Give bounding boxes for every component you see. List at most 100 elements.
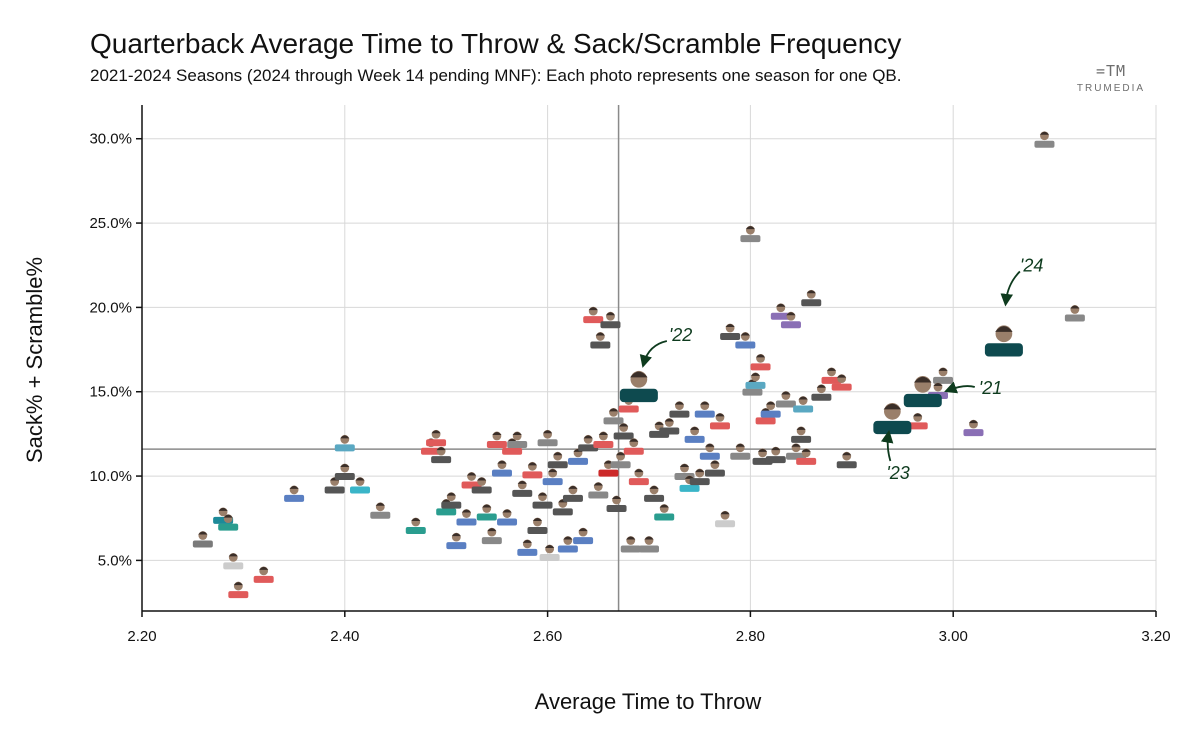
headshot-hair: [259, 566, 269, 570]
headshot-jersey: [497, 518, 518, 526]
qb-headshot-point: [593, 431, 614, 448]
headshot-hair: [593, 482, 603, 486]
headshot-hair: [766, 401, 776, 405]
headshot-jersey: [620, 545, 641, 553]
qb-headshot-point: [801, 289, 822, 307]
y-tick-label: 25.0%: [89, 215, 132, 232]
qb-headshot-point: [715, 510, 736, 528]
headshot-hair: [933, 383, 943, 387]
headshot-jersey: [486, 440, 507, 448]
qb-headshot-point: [933, 367, 954, 384]
qb-headshot-point: [557, 536, 578, 553]
headshot-jersey: [742, 388, 763, 396]
headshot-jersey: [628, 478, 649, 486]
headshot-jersey: [659, 427, 680, 435]
x-tick-label: 2.40: [330, 628, 359, 645]
qb-headshot-point: [192, 531, 213, 548]
qb-headshot-point: [606, 495, 627, 513]
qb-headshot-point: [497, 509, 518, 526]
headshot-jersey: [228, 591, 249, 599]
headshot-jersey: [573, 537, 594, 545]
x-tick-label: 3.20: [1141, 628, 1170, 645]
headshot-jersey: [689, 478, 710, 486]
headshot-hair: [883, 403, 902, 410]
qb-headshot-point: [228, 581, 249, 599]
headshot-hair: [517, 480, 527, 484]
headshot-jersey: [324, 486, 345, 494]
note-24-arrow: [1000, 270, 1021, 307]
headshot-hair: [755, 354, 766, 358]
headshot-jersey: [770, 312, 791, 320]
qb-headshot-point: [669, 401, 690, 418]
headshot-jersey: [684, 435, 705, 443]
qb-headshot-point: [431, 446, 452, 464]
qb-headshot-point: [600, 311, 621, 329]
note-22-label: '22: [669, 325, 692, 345]
headshot-jersey: [547, 461, 568, 469]
headshot-jersey: [644, 494, 665, 502]
headshot-jersey: [532, 501, 553, 509]
qb-headshot-point: [512, 480, 533, 497]
headshot-hair: [436, 447, 446, 451]
headshot-hair: [487, 528, 497, 532]
qb-headshot-point: [522, 461, 543, 479]
qb-headshot-point: [659, 418, 680, 435]
qb-headshot-point: [471, 477, 492, 494]
headshot-hair: [223, 514, 233, 518]
annotations: '22 '24 '21 '23: [639, 255, 1043, 483]
headshot-hair: [568, 485, 578, 489]
headshot-hair: [649, 485, 659, 489]
headshot-hair: [431, 430, 441, 434]
headshot-hair: [482, 504, 492, 508]
chart-title: Quarterback Average Time to Throw & Sack…: [90, 28, 902, 59]
headshot-hair: [553, 452, 563, 456]
headshot-jersey: [1034, 140, 1055, 148]
headshot-jersey: [811, 393, 832, 401]
headshot-hair: [451, 533, 461, 537]
qb-headshot-point: [547, 451, 568, 469]
qb-headshot-point: [218, 514, 239, 531]
headshot-hair: [720, 511, 730, 515]
headshot-hair: [340, 464, 350, 468]
headshot-jersey: [984, 343, 1023, 357]
headshot-hair: [619, 423, 629, 427]
headshot-jersey: [780, 321, 801, 329]
headshot-jersey: [431, 456, 452, 464]
headshot-hair: [715, 413, 725, 417]
headshot-hair: [548, 469, 558, 473]
headshot-hair: [355, 477, 365, 481]
x-tick-label: 2.60: [533, 628, 562, 645]
headshot-hair: [796, 426, 806, 430]
headshot-hair: [477, 477, 487, 481]
headshot-hair: [938, 367, 948, 371]
headshot-jersey: [791, 435, 812, 443]
qb-headshot-point: [623, 438, 644, 455]
qb-headshot-point: [426, 429, 447, 447]
headshot-jersey: [441, 501, 462, 509]
y-tick-label: 30.0%: [89, 131, 132, 148]
headshot-jersey: [679, 484, 700, 492]
qb-headshot-point: [1064, 305, 1085, 322]
headshot-jersey: [963, 429, 984, 437]
headshot-jersey: [715, 520, 736, 528]
qb-headshot-point: [223, 553, 244, 570]
headshot-hair: [228, 553, 238, 557]
headshot-hair: [710, 460, 720, 464]
headshot-jersey: [218, 523, 239, 531]
headshot-jersey: [502, 447, 523, 455]
qb-headshot-point: [517, 539, 538, 556]
headshot-hair: [626, 536, 636, 540]
qb-headshot-point: [446, 532, 467, 550]
qb-headshot-point: [573, 527, 594, 545]
headshot-jersey: [446, 542, 467, 550]
headshot-jersey: [745, 381, 766, 389]
qb-headshot-point: [598, 460, 619, 477]
headshot-hair: [781, 391, 791, 395]
trumedia-logo: =TM TRUMEDIA: [1066, 64, 1156, 95]
headshot-hair: [700, 401, 710, 405]
headshot-jersey: [481, 537, 502, 545]
headshot-hair: [522, 539, 532, 543]
headshot-hair: [630, 371, 648, 378]
headshot-hair: [537, 492, 548, 496]
headshot-jersey: [704, 469, 725, 477]
